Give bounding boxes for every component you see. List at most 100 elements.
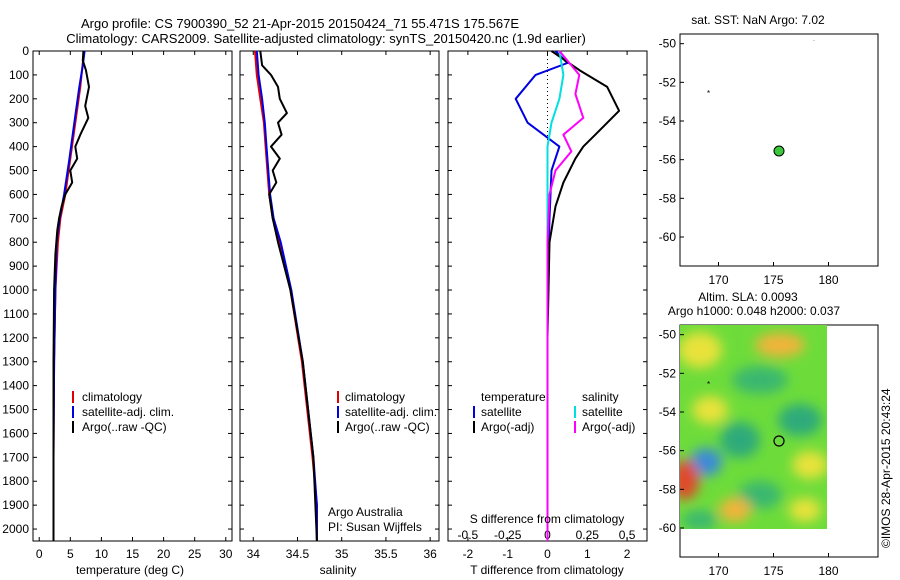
sla-map-title-line1: Altim. SLA: 0.0093 [698, 290, 798, 304]
legend-climatology-label: climatology [345, 390, 405, 404]
legend-salinity-title: salinity [582, 390, 619, 404]
sla-map-panel: Altim. SLA: 0.0093 Argo h1000: 0.048 h20… [659, 290, 879, 578]
t-difference-tick-labels: -2 -1 0 1 2 [463, 51, 631, 561]
x-tick-label: 15 [126, 547, 140, 561]
x-tick-label: 34.5 [286, 547, 310, 561]
sla-blob [719, 498, 751, 522]
sst-map-lat-labels: -50 -52 -54 -56 -58 -60 [659, 37, 684, 244]
sla-field [680, 325, 827, 529]
depth-tick-labels: 0 100 200 300 400 500 600 700 800 900 1000 1100 1200… [2, 44, 232, 536]
y-tick-label: 0 [22, 44, 29, 58]
lat-tick-label: -58 [659, 482, 677, 496]
sla-blob [792, 451, 827, 479]
temperature-panel: 0100200300400500600700800900100011001200… [2, 44, 232, 577]
y-tick-label: 1900 [2, 498, 29, 512]
legend-temperature-title: temperature [481, 390, 546, 404]
y-tick-label: 100 [9, 68, 29, 82]
x-tick-label: 35.5 [374, 547, 398, 561]
y-tick-label: 700 [9, 211, 29, 225]
sla-blob [789, 498, 821, 522]
lat-tick-label: -60 [659, 230, 677, 244]
y-tick-label: 300 [9, 116, 29, 130]
annotation-argo-australia: Argo Australia [328, 505, 403, 519]
lon-tick-label: 180 [818, 273, 838, 287]
salinity-axes-box [239, 50, 440, 542]
x-tick-label: 0 [36, 547, 43, 561]
x-tick-label: 1 [584, 547, 591, 561]
annotation-pi-name: PI: Susan Wijffels [328, 520, 422, 534]
x-tick-label-top: 0.5 [619, 528, 636, 542]
x-tick-label: 36 [423, 547, 437, 561]
x-tick-label-top: -0.5 [458, 528, 479, 542]
legend-t-argo-label: Argo(-adj) [481, 420, 534, 434]
sla-blob [732, 366, 788, 394]
temperature-profiles [52, 50, 90, 541]
lat-tick-label: -52 [659, 75, 677, 89]
sst-map-lon-labels: 170 175 180 [708, 262, 839, 287]
figure-title-line2: Climatology: CARS2009. Satellite-adjuste… [66, 31, 586, 46]
y-tick-label: 1300 [2, 355, 29, 369]
sla-blob [682, 510, 718, 529]
sla-blob [778, 404, 822, 436]
y-tick-label: 1700 [2, 450, 29, 464]
sst-map-panel: sat. SST: NaN Argo: 7.02 -50 -52 -54 -56 -58… [659, 13, 879, 287]
s-difference-xlabel: S difference from climatology [470, 512, 625, 526]
lon-tick-label: 170 [708, 273, 728, 287]
sla-blob [680, 332, 722, 368]
lon-tick-label: 170 [708, 564, 728, 578]
y-tick-label: 1000 [2, 283, 29, 297]
land-marker-1: * [707, 89, 710, 98]
x-tick-label: 5 [67, 547, 74, 561]
y-tick-label: 1100 [3, 307, 29, 321]
x-tick-label: 0 [544, 547, 551, 561]
argo-position-marker [773, 145, 785, 157]
y-tick-label: 500 [9, 164, 29, 178]
y-tick-label: 2000 [2, 522, 29, 536]
legend-satellite-label: satellite-adj. clim. [82, 405, 174, 419]
sla-map-title-line2: Argo h1000: 0.048 h2000: 0.037 [668, 304, 840, 318]
salinity-profiles [240, 50, 439, 542]
land-marker-2: · [813, 38, 815, 44]
profile-line-2 [52, 50, 90, 541]
lat-tick-label: -54 [659, 114, 677, 128]
x-tick-label-top: 0.25 [576, 528, 600, 542]
y-tick-label: 200 [9, 92, 29, 106]
legend-argo-label: Argo(..raw -QC) [82, 420, 167, 434]
sla-map-lon-labels: 170 175 180 [708, 553, 839, 578]
lat-tick-label: -60 [659, 521, 677, 535]
profile-line-3 [546, 50, 585, 541]
lon-tick-label: 175 [763, 564, 783, 578]
y-tick-label: 1500 [2, 403, 29, 417]
figure-title-line1: Argo profile: CS 7900390_52 21-Apr-2015 … [81, 16, 519, 31]
x-tick-label: 10 [95, 547, 109, 561]
legend-climatology-label: climatology [82, 390, 142, 404]
difference-profiles [448, 50, 647, 541]
x-tick-label: 30 [219, 547, 233, 561]
profile-line-2 [259, 50, 318, 542]
y-tick-label: 600 [9, 187, 29, 201]
sst-map-title: sat. SST: NaN Argo: 7.02 [691, 13, 825, 27]
profile-line-1 [546, 50, 621, 541]
legend-t-satellite-label: satellite [481, 405, 522, 419]
temperature-legend: climatology satellite-adj. clim. Argo(..… [72, 390, 174, 434]
lat-tick-label: -56 [659, 153, 677, 167]
sla-blob [690, 448, 722, 476]
salinity-diff-legend: salinity satellite Argo(-adj) [574, 390, 635, 434]
land-marker-3: * [707, 380, 710, 389]
x-tick-label: 35 [335, 547, 349, 561]
salinity-xlabel: salinity [320, 563, 357, 577]
sla-blob [720, 422, 760, 458]
legend-s-argo-label: Argo(-adj) [582, 420, 635, 434]
lat-tick-label: -56 [659, 444, 677, 458]
sla-blob [755, 333, 805, 357]
y-tick-label: 1600 [2, 426, 29, 440]
lat-tick-label: -50 [659, 37, 677, 51]
temperature-diff-legend: temperature satellite Argo(-adj) [473, 390, 546, 434]
salinity-legend: climatology satellite-adj. clim. Argo(..… [337, 390, 437, 434]
y-tick-label: 900 [9, 259, 29, 273]
lon-tick-label: 175 [763, 273, 783, 287]
sla-blob [692, 396, 728, 424]
y-tick-label: 1200 [2, 331, 29, 345]
x-tick-label: 20 [157, 547, 171, 561]
x-tick-label-top: -0.25 [494, 528, 522, 542]
